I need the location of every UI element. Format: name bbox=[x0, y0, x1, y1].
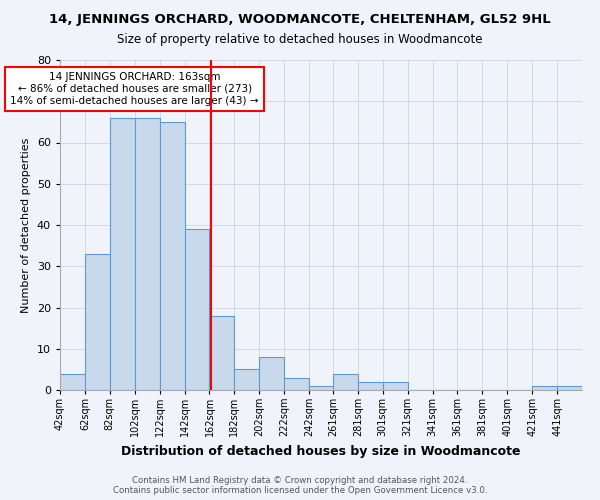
Bar bbox=[284, 378, 309, 390]
Bar bbox=[557, 386, 582, 390]
Bar bbox=[160, 122, 185, 390]
Bar bbox=[235, 370, 259, 390]
X-axis label: Distribution of detached houses by size in Woodmancote: Distribution of detached houses by size … bbox=[121, 445, 521, 458]
Text: Size of property relative to detached houses in Woodmancote: Size of property relative to detached ho… bbox=[117, 32, 483, 46]
Bar bbox=[60, 374, 85, 390]
Y-axis label: Number of detached properties: Number of detached properties bbox=[21, 138, 31, 312]
Bar bbox=[110, 118, 135, 390]
Bar bbox=[85, 254, 110, 390]
Bar bbox=[135, 118, 160, 390]
Bar bbox=[259, 357, 284, 390]
Bar bbox=[532, 386, 557, 390]
Text: 14, JENNINGS ORCHARD, WOODMANCOTE, CHELTENHAM, GL52 9HL: 14, JENNINGS ORCHARD, WOODMANCOTE, CHELT… bbox=[49, 12, 551, 26]
Bar bbox=[185, 229, 209, 390]
Text: 14 JENNINGS ORCHARD: 163sqm
← 86% of detached houses are smaller (273)
14% of se: 14 JENNINGS ORCHARD: 163sqm ← 86% of det… bbox=[10, 72, 259, 106]
Bar bbox=[383, 382, 407, 390]
Bar bbox=[333, 374, 358, 390]
Bar bbox=[309, 386, 333, 390]
Text: Contains HM Land Registry data © Crown copyright and database right 2024.
Contai: Contains HM Land Registry data © Crown c… bbox=[113, 476, 487, 495]
Bar bbox=[209, 316, 235, 390]
Bar bbox=[358, 382, 383, 390]
